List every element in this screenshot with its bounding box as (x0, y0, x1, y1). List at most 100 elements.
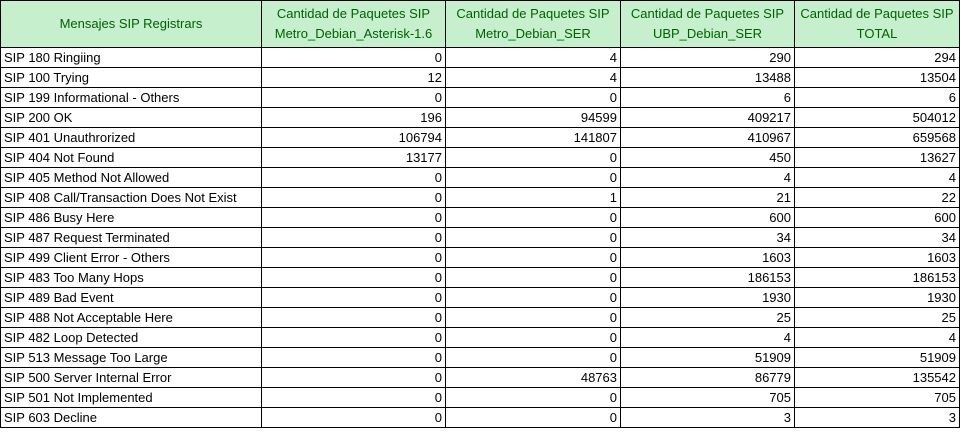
total-cell[interactable]: 186153 (794, 267, 960, 288)
header-cell-metro-asterisk[interactable]: Cantidad de Paquetes SIP Metro_Debian_As… (261, 0, 446, 48)
metro-asterisk-cell[interactable]: 0 (261, 227, 446, 248)
metro-ser-cell[interactable]: 94599 (445, 107, 621, 128)
metro-ser-cell[interactable]: 0 (445, 87, 621, 108)
message-cell[interactable]: SIP 486 Busy Here (0, 207, 262, 228)
ubp-ser-cell[interactable]: 21 (620, 187, 795, 208)
metro-ser-cell[interactable]: 0 (445, 207, 621, 228)
ubp-ser-cell[interactable]: 705 (620, 387, 795, 408)
metro-asterisk-cell[interactable]: 106794 (261, 127, 446, 148)
message-cell[interactable]: SIP 180 Ringiing (0, 47, 262, 68)
metro-ser-cell[interactable]: 0 (445, 347, 621, 368)
metro-ser-cell[interactable]: 4 (445, 67, 621, 88)
total-cell[interactable]: 600 (794, 207, 960, 228)
metro-asterisk-cell[interactable]: 0 (261, 307, 446, 328)
message-cell[interactable]: SIP 482 Loop Detected (0, 327, 262, 348)
ubp-ser-cell[interactable]: 1930 (620, 287, 795, 308)
metro-ser-cell[interactable]: 0 (445, 227, 621, 248)
message-cell[interactable]: SIP 404 Not Found (0, 147, 262, 168)
total-cell[interactable]: 659568 (794, 127, 960, 148)
message-cell[interactable]: SIP 483 Too Many Hops (0, 267, 262, 288)
ubp-ser-cell[interactable]: 3 (620, 407, 795, 428)
total-cell[interactable]: 1603 (794, 247, 960, 268)
metro-asterisk-cell[interactable]: 0 (261, 347, 446, 368)
metro-asterisk-cell[interactable]: 0 (261, 47, 446, 68)
message-cell[interactable]: SIP 200 OK (0, 107, 262, 128)
metro-asterisk-cell[interactable]: 0 (261, 287, 446, 308)
message-cell[interactable]: SIP 199 Informational - Others (0, 87, 262, 108)
metro-asterisk-cell[interactable]: 12 (261, 67, 446, 88)
ubp-ser-cell[interactable]: 290 (620, 47, 795, 68)
ubp-ser-cell[interactable]: 13488 (620, 67, 795, 88)
metro-ser-cell[interactable]: 4 (445, 47, 621, 68)
ubp-ser-cell[interactable]: 450 (620, 147, 795, 168)
metro-asterisk-cell[interactable]: 0 (261, 407, 446, 428)
metro-asterisk-cell[interactable]: 0 (261, 87, 446, 108)
total-cell[interactable]: 22 (794, 187, 960, 208)
total-cell[interactable]: 13627 (794, 147, 960, 168)
metro-ser-cell[interactable]: 0 (445, 267, 621, 288)
message-cell[interactable]: SIP 487 Request Terminated (0, 227, 262, 248)
ubp-ser-cell[interactable]: 410967 (620, 127, 795, 148)
metro-asterisk-cell[interactable]: 0 (261, 267, 446, 288)
ubp-ser-cell[interactable]: 6 (620, 87, 795, 108)
ubp-ser-cell[interactable]: 34 (620, 227, 795, 248)
metro-ser-cell[interactable]: 1 (445, 187, 621, 208)
message-cell[interactable]: SIP 489 Bad Event (0, 287, 262, 308)
metro-asterisk-cell[interactable]: 0 (261, 387, 446, 408)
metro-ser-cell[interactable]: 48763 (445, 367, 621, 388)
total-cell[interactable]: 34 (794, 227, 960, 248)
metro-ser-cell[interactable]: 0 (445, 247, 621, 268)
total-cell[interactable]: 51909 (794, 347, 960, 368)
metro-asterisk-cell[interactable]: 0 (261, 327, 446, 348)
message-cell[interactable]: SIP 513 Message Too Large (0, 347, 262, 368)
ubp-ser-cell[interactable]: 1603 (620, 247, 795, 268)
ubp-ser-cell[interactable]: 86779 (620, 367, 795, 388)
message-cell[interactable]: SIP 603 Decline (0, 407, 262, 428)
ubp-ser-cell[interactable]: 186153 (620, 267, 795, 288)
total-cell[interactable]: 3 (794, 407, 960, 428)
header-cell-total[interactable]: Cantidad de Paquetes SIP TOTAL (794, 0, 960, 48)
message-cell[interactable]: SIP 405 Method Not Allowed (0, 167, 262, 188)
message-cell[interactable]: SIP 500 Server Internal Error (0, 367, 262, 388)
metro-asterisk-cell[interactable]: 0 (261, 207, 446, 228)
total-cell[interactable]: 4 (794, 327, 960, 348)
total-cell[interactable]: 705 (794, 387, 960, 408)
total-cell[interactable]: 25 (794, 307, 960, 328)
metro-asterisk-cell[interactable]: 13177 (261, 147, 446, 168)
total-cell[interactable]: 135542 (794, 367, 960, 388)
metro-asterisk-cell[interactable]: 0 (261, 187, 446, 208)
metro-ser-cell[interactable]: 0 (445, 327, 621, 348)
total-cell[interactable]: 4 (794, 167, 960, 188)
metro-ser-cell[interactable]: 0 (445, 147, 621, 168)
total-cell[interactable]: 504012 (794, 107, 960, 128)
metro-asterisk-cell[interactable]: 196 (261, 107, 446, 128)
metro-ser-cell[interactable]: 0 (445, 287, 621, 308)
ubp-ser-cell[interactable]: 25 (620, 307, 795, 328)
total-cell[interactable]: 13504 (794, 67, 960, 88)
metro-asterisk-cell[interactable]: 0 (261, 167, 446, 188)
metro-ser-cell[interactable]: 141807 (445, 127, 621, 148)
metro-asterisk-cell[interactable]: 0 (261, 247, 446, 268)
total-cell[interactable]: 1930 (794, 287, 960, 308)
ubp-ser-cell[interactable]: 409217 (620, 107, 795, 128)
message-cell[interactable]: SIP 401 Unauthrorized (0, 127, 262, 148)
message-cell[interactable]: SIP 501 Not Implemented (0, 387, 262, 408)
ubp-ser-cell[interactable]: 600 (620, 207, 795, 228)
header-cell-metro-ser[interactable]: Cantidad de Paquetes SIP Metro_Debian_SE… (445, 0, 621, 48)
message-cell[interactable]: SIP 408 Call/Transaction Does Not Exist (0, 187, 262, 208)
total-cell[interactable]: 294 (794, 47, 960, 68)
header-cell-messages[interactable]: Mensajes SIP Registrars (0, 0, 262, 48)
metro-ser-cell[interactable]: 0 (445, 387, 621, 408)
ubp-ser-cell[interactable]: 4 (620, 167, 795, 188)
metro-ser-cell[interactable]: 0 (445, 167, 621, 188)
header-cell-ubp-ser[interactable]: Cantidad de Paquetes SIP UBP_Debian_SER (620, 0, 795, 48)
total-cell[interactable]: 6 (794, 87, 960, 108)
metro-ser-cell[interactable]: 0 (445, 407, 621, 428)
metro-asterisk-cell[interactable]: 0 (261, 367, 446, 388)
message-cell[interactable]: SIP 488 Not Acceptable Here (0, 307, 262, 328)
ubp-ser-cell[interactable]: 4 (620, 327, 795, 348)
metro-ser-cell[interactable]: 0 (445, 307, 621, 328)
ubp-ser-cell[interactable]: 51909 (620, 347, 795, 368)
message-cell[interactable]: SIP 100 Trying (0, 67, 262, 88)
message-cell[interactable]: SIP 499 Client Error - Others (0, 247, 262, 268)
